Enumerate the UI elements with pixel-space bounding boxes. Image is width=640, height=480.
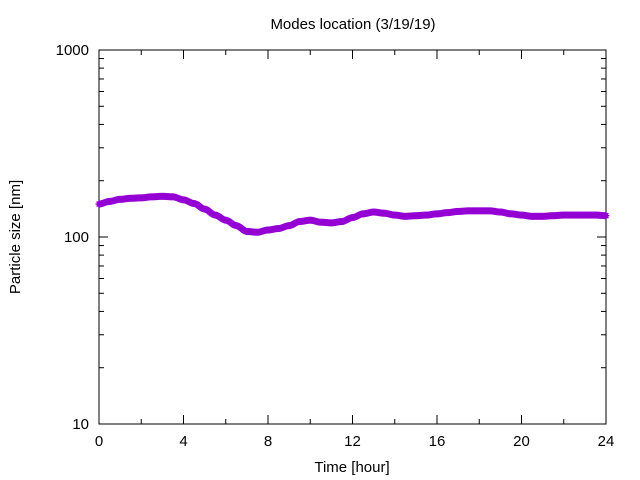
tick-labels: 0 4 8 12 16 20 24 10 100 1000 [56,42,615,450]
y-tick-label: 100 [64,229,89,246]
y-tick-label: 1000 [56,42,89,59]
plot-frame [98,49,607,425]
x-tick-label: 4 [179,433,187,450]
y-tick-label: 10 [72,416,89,433]
x-axis-label: Time [hour] [314,459,389,476]
data-point [602,212,610,220]
axis-ticks [98,50,607,425]
x-tick-label: 16 [429,433,446,450]
x-tick-label: 8 [264,433,272,450]
x-tick-label: 12 [344,433,361,450]
x-tick-label: 24 [598,433,615,450]
x-tick-label: 0 [95,433,103,450]
data-series [95,192,610,236]
chart-title: Modes location (3/19/19) [270,16,435,33]
x-tick-label: 20 [513,433,530,450]
y-axis-label: Particle size [nm] [7,180,24,294]
